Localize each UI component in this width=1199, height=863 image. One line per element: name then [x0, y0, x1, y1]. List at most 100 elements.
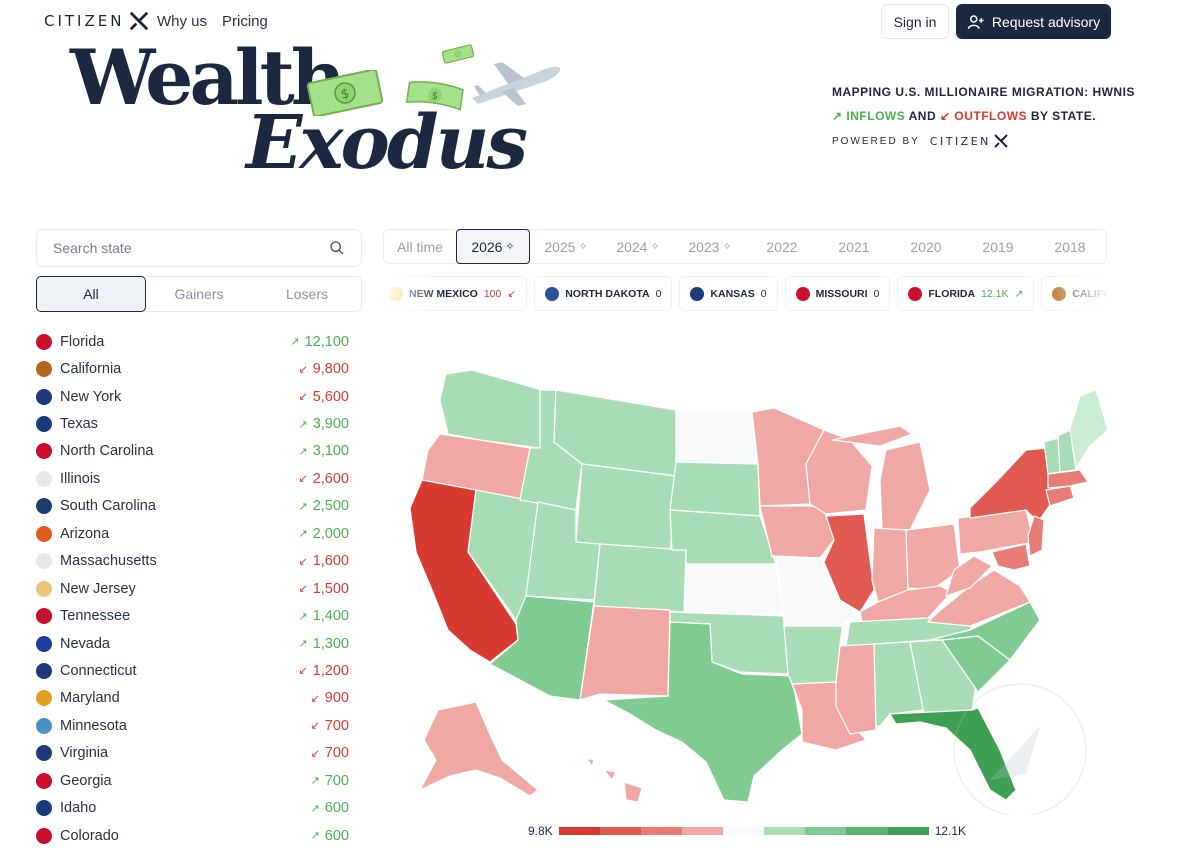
year-tab[interactable]: 2022 [746, 229, 818, 264]
state-illinois[interactable] [823, 513, 875, 613]
year-tab[interactable]: 2025 ✧ [530, 229, 602, 264]
state-row[interactable]: Massachusetts ↙ 1,600 [36, 548, 349, 575]
state-value: ↗ 600 [311, 828, 349, 844]
state-row[interactable]: North Carolina ↗ 3,100 [36, 438, 349, 465]
hero-subtitle: MAPPING U.S. MILLIONAIRE MIGRATION: HWNI… [832, 80, 1135, 128]
state-name: Connecticut [60, 662, 137, 679]
filter-tabs: All Gainers Losers [36, 276, 362, 312]
arrow-up-right-icon: ↗ [1014, 287, 1024, 300]
state-row[interactable]: New York ↙ 5,600 [36, 383, 349, 410]
year-tab[interactable]: 2021 [818, 229, 890, 264]
state-row[interactable]: California ↙ 9,800 [36, 355, 349, 382]
state-row[interactable]: Illinois ↙ 2,600 [36, 465, 349, 492]
state-alaska[interactable] [418, 701, 539, 797]
year-tab[interactable]: 2019 [962, 229, 1034, 264]
powered-by-label: POWERED BY [832, 135, 920, 147]
state-colorado[interactable] [593, 543, 687, 613]
ticker-item[interactable]: FLORIDA 12.1K ↗ [897, 276, 1035, 311]
state-florida[interactable] [888, 707, 1017, 801]
state-row[interactable]: Texas ↗ 3,900 [36, 410, 349, 437]
state-kansas[interactable] [683, 563, 785, 615]
state-name: Maryland [60, 690, 120, 707]
legend-swatch [640, 827, 683, 835]
state-value: ↙ 1,200 [298, 663, 349, 679]
state-washington[interactable] [439, 369, 543, 449]
sign-in-button[interactable]: Sign in [881, 4, 949, 39]
year-tab[interactable]: 2024 ✧ [602, 229, 674, 264]
state-flag-icon [36, 772, 52, 789]
nav-link-why-us[interactable]: Why us [157, 13, 208, 30]
ticker-item[interactable]: NORTH DAKOTA 0 [534, 276, 673, 311]
state-row[interactable]: Florida ↗ 12,100 [36, 328, 349, 355]
year-tab[interactable]: 2023 ✧ [674, 229, 746, 264]
state-michigan-upper[interactable] [831, 425, 914, 447]
year-tab[interactable]: 2026 ✧ [456, 229, 530, 264]
state-missouri[interactable] [770, 555, 855, 627]
state-row[interactable]: Virginia ↙ 700 [36, 740, 349, 767]
us-migration-map[interactable] [380, 330, 1110, 815]
state-row[interactable]: Nevada ↗ 1,300 [36, 630, 349, 657]
state-west-virginia[interactable] [945, 555, 993, 597]
state-new-jersey[interactable] [1027, 515, 1045, 557]
state-iowa[interactable] [759, 505, 835, 559]
state-flag-icon [795, 286, 810, 301]
state-arkansas[interactable] [783, 625, 843, 685]
state-flag-icon [36, 717, 52, 734]
state-row[interactable]: Idaho ↗ 600 [36, 794, 349, 821]
state-flag-icon [36, 827, 52, 844]
state-row[interactable]: Tennessee ↗ 1,400 [36, 602, 349, 629]
state-flag-icon [36, 662, 52, 679]
filter-gainers[interactable]: Gainers [174, 286, 224, 302]
state-flag-icon [36, 800, 52, 817]
state-north-carolina[interactable] [929, 601, 1041, 661]
state-indiana[interactable] [871, 527, 909, 603]
search-state-input[interactable] [53, 240, 313, 256]
state-south-dakota[interactable] [669, 461, 761, 517]
arrow-down-left-icon: ↙ [298, 391, 308, 404]
state-north-dakota[interactable] [675, 409, 759, 465]
state-row[interactable]: New Jersey ↙ 1,500 [36, 575, 349, 602]
state-row[interactable]: South Carolina ↗ 2,500 [36, 493, 349, 520]
ticker-item[interactable]: KANSAS 0 [679, 276, 778, 311]
year-tab[interactable]: 2020 [890, 229, 962, 264]
year-tab[interactable]: 2018 [1034, 229, 1106, 264]
state-nebraska[interactable] [669, 509, 777, 565]
state-texas[interactable] [601, 621, 803, 803]
state-wyoming[interactable] [575, 463, 677, 553]
state-row[interactable]: Arizona ↗ 2,000 [36, 520, 349, 547]
state-hawaii[interactable] [584, 757, 643, 803]
state-name: Texas [60, 416, 98, 433]
money-bill-icon: $ [405, 81, 464, 111]
state-value: ↙ 1,600 [298, 553, 349, 569]
state-row[interactable]: Maryland ↙ 900 [36, 685, 349, 712]
year-tab[interactable]: All time [384, 229, 456, 264]
filter-losers[interactable]: Losers [285, 286, 329, 302]
state-row[interactable]: Connecticut ↙ 1,200 [36, 657, 349, 684]
ticker-state-value: 12.1K [981, 287, 1009, 300]
citizen-logo[interactable]: CITIZEN [44, 10, 150, 32]
year-tab-label: 2021 [838, 238, 870, 255]
state-wisconsin[interactable] [805, 429, 873, 515]
legend-swatch [846, 827, 888, 835]
search-state-field[interactable] [36, 229, 362, 267]
state-row[interactable]: Georgia ↗ 700 [36, 767, 349, 794]
state-new-york[interactable] [969, 447, 1053, 523]
state-new-mexico[interactable] [579, 605, 671, 701]
state-maryland[interactable] [991, 543, 1031, 571]
state-value: ↙ 700 [311, 745, 349, 761]
nav-link-pricing[interactable]: Pricing [222, 13, 268, 30]
state-michigan[interactable] [879, 441, 931, 531]
state-ohio[interactable] [905, 523, 961, 591]
arrow-down-left-icon: ↙ [298, 555, 308, 568]
filter-all[interactable]: All [36, 276, 146, 312]
state-row[interactable]: Minnesota ↙ 700 [36, 712, 349, 739]
state-connecticut[interactable] [1045, 485, 1075, 507]
request-advisory-button[interactable]: Request advisory [956, 4, 1111, 39]
state-flag-icon [36, 745, 52, 762]
ticker-item[interactable]: MISSOURI 0 [784, 276, 891, 311]
state-row[interactable]: Colorado ↗ 600 [36, 822, 349, 849]
arrow-down-left-icon: ↙ [298, 665, 308, 678]
map-legend: 9.8K 12.1K [528, 824, 966, 838]
search-icon[interactable] [329, 240, 345, 256]
state-maine[interactable] [1069, 389, 1109, 470]
